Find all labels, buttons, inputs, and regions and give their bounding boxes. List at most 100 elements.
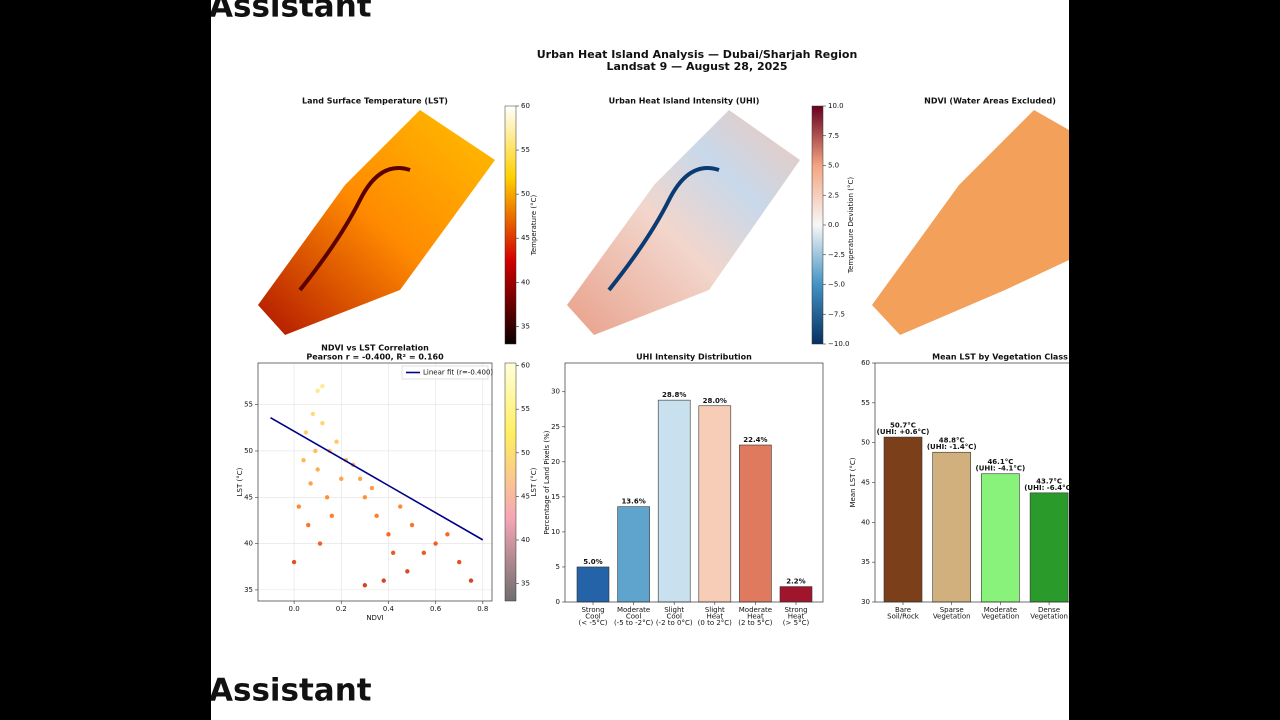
scatter-point — [315, 388, 320, 393]
y-tick-label: 0 — [556, 598, 560, 606]
value-label: 13.6% — [621, 498, 645, 506]
x-tick-label: Heat — [788, 613, 805, 621]
content: Assistant Assistant Urban Heat Island An… — [209, 0, 1074, 709]
x-tick-label: Strong — [784, 606, 807, 614]
colorbar-tick-label: 40 — [521, 536, 530, 544]
plot-frame — [564, 362, 824, 603]
x-tick-label: Cool — [626, 613, 641, 621]
x-tick-label: Sparse — [940, 606, 964, 614]
x-tick-label: (> 5°C) — [783, 619, 810, 627]
scatter-point — [457, 559, 462, 565]
colorbar-tick-label: 0.0 — [828, 221, 839, 229]
value-label: 46.1°C — [987, 458, 1013, 466]
x-tick-label: Bare — [895, 606, 911, 614]
colorbar — [504, 362, 517, 602]
x-tick-label: Dense — [1038, 606, 1060, 614]
colorbar-tick-label: −10.0 — [828, 340, 849, 348]
value-label: 28.8% — [662, 391, 686, 399]
scatter-point — [362, 583, 368, 588]
bar — [932, 451, 972, 603]
plot-frame — [257, 362, 493, 602]
bar — [739, 444, 772, 603]
value-label: 5.0% — [583, 558, 602, 566]
x-tick-label: Heat — [706, 613, 723, 621]
x-tick-label: (0 to 2°C) — [698, 619, 733, 627]
colorbar-tick-label: 45 — [521, 234, 530, 242]
colorbar-label: Temperature Deviation (°C) — [847, 177, 855, 274]
scatter-point — [303, 430, 309, 435]
scatter-point — [334, 439, 339, 444]
value-label: 48.8°C — [939, 437, 965, 445]
scatter-point — [357, 476, 363, 481]
x-tick-label: (< -5°C) — [579, 619, 608, 627]
value-label: 43.7°C — [1036, 477, 1062, 485]
scatter-point — [329, 513, 335, 519]
chart-title: NDVI vs LST Correlation — [321, 344, 429, 353]
legend-box — [401, 365, 489, 380]
y-tick-label: 55 — [861, 399, 870, 407]
scatter-point — [313, 448, 318, 454]
y-tick-label: 40 — [861, 518, 870, 526]
map-title: NDVI (Water Areas Excluded) — [924, 97, 1056, 106]
x-axis-label: NDVI — [366, 614, 383, 622]
ndvi-map — [872, 110, 1069, 335]
scatter-point — [386, 532, 391, 537]
bar — [1029, 492, 1069, 603]
x-tick-label: Cool — [585, 613, 600, 621]
y-tick-label: 15 — [551, 493, 560, 501]
y-tick-label: 40 — [244, 540, 253, 548]
y-tick-label: 60 — [861, 359, 870, 367]
y-tick-label: 10 — [551, 528, 560, 536]
scatter-point — [315, 467, 320, 472]
y-tick-label: 25 — [551, 423, 560, 431]
colorbar — [504, 105, 517, 345]
value-label: 2.2% — [786, 578, 805, 586]
colorbar-tick-label: 50 — [521, 449, 530, 457]
bar — [883, 436, 923, 603]
x-tick-label: (-5 to -2°C) — [614, 619, 654, 627]
scatter-point — [468, 578, 474, 583]
colorbar-tick-label: −5.0 — [828, 281, 845, 289]
chart-title: Mean LST by Vegetation Class — [932, 353, 1068, 362]
bar — [981, 473, 1020, 603]
value-label: (UHI: -1.4°C) — [927, 443, 977, 451]
y-axis-label: LST (°C) — [236, 467, 244, 496]
y-tick-label: 20 — [551, 458, 560, 466]
plot-frame — [874, 362, 1069, 603]
scatter-point — [398, 504, 403, 509]
x-tick-label: 0.4 — [383, 605, 395, 613]
colorbar-tick-label: 60 — [521, 102, 530, 110]
x-tick-label: Strong — [581, 606, 604, 614]
chart-subtitle: Pearson r = -0.400, R² = 0.160 — [306, 353, 444, 362]
creek — [607, 166, 720, 292]
y-tick-label: 35 — [244, 586, 253, 594]
value-label: (UHI: -4.1°C) — [976, 465, 1026, 473]
x-tick-label: Heat — [747, 613, 764, 621]
colorbar-tick-label: 5.0 — [828, 162, 839, 170]
scatter-point — [317, 541, 323, 546]
colorbar-label: LST (°C) — [530, 467, 538, 496]
colorbar-tick-label: 45 — [521, 492, 530, 500]
scatter-point — [324, 495, 330, 500]
x-tick-label: 0.6 — [430, 605, 442, 613]
value-label: 50.7°C — [890, 422, 916, 430]
value-label: (UHI: -6.4°C) — [1024, 484, 1074, 492]
figure-title: Urban Heat Island Analysis — Dubai/Sharj… — [537, 48, 858, 61]
map-title: Urban Heat Island Intensity (UHI) — [609, 97, 760, 106]
assistant-label: Assistant — [209, 0, 372, 25]
colorbar-tick-label: 60 — [521, 362, 530, 370]
colorbar-tick-label: 55 — [521, 405, 530, 413]
assistant-label: Assistant — [209, 673, 372, 709]
lst-map — [258, 110, 495, 335]
x-tick-label: Moderate — [984, 606, 1017, 614]
x-tick-label: 0.8 — [477, 605, 488, 613]
colorbar-tick-label: −2.5 — [828, 251, 845, 259]
x-tick-label: 0.2 — [336, 605, 347, 613]
scatter-point — [301, 458, 306, 463]
scatter-point — [362, 495, 368, 500]
y-tick-label: 5 — [556, 563, 560, 571]
y-tick-label: 45 — [244, 493, 253, 501]
x-tick-label: Vegetation — [982, 613, 1020, 621]
bar — [657, 399, 691, 603]
bar — [617, 506, 650, 603]
